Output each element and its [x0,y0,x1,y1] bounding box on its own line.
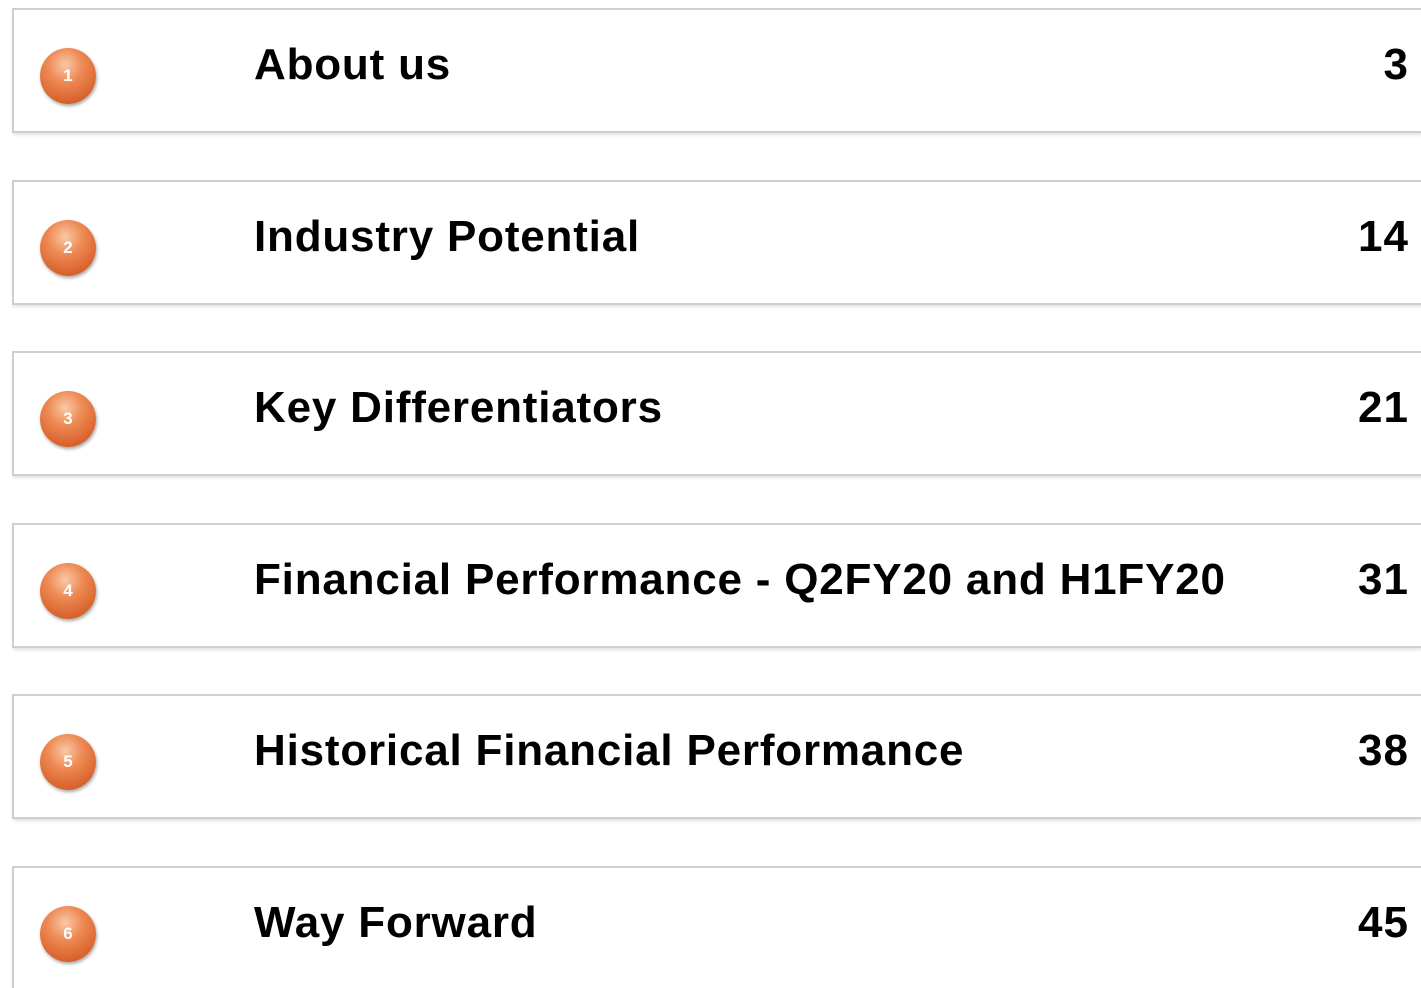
contents-row: 6 Way Forward 45 [12,866,1421,988]
section-number: 2 [40,219,96,276]
section-number: 5 [40,734,96,791]
contents-row: 3 Key Differentiators 21 [12,351,1421,477]
section-title: Industry Potential [254,211,640,261]
page-number: 45 [1358,898,1409,947]
page-number: 38 [1358,726,1409,776]
section-number: 1 [40,48,96,104]
section-title: Way Forward [254,898,538,947]
contents-row: 5 Historical Financial Performance 38 [12,694,1421,820]
contents-row: 4 Financial Performance - Q2FY20 and H1FY… [12,522,1421,648]
contents-row: 2 Industry Potential 14 [12,179,1421,305]
section-number: 6 [40,906,96,962]
section-number: 4 [40,562,96,619]
page-number: 21 [1358,383,1409,433]
section-title: Historical Financial Performance [254,726,965,776]
contents-row: 1 About us 3 [12,8,1421,133]
page-number: 3 [1383,40,1409,89]
page-number: 14 [1358,211,1409,261]
section-title: Key Differentiators [254,383,663,433]
section-title: Financial Performance - Q2FY20 and H1FY2… [254,554,1226,604]
section-title: About us [254,40,452,89]
page-number: 31 [1358,554,1409,604]
section-number: 3 [40,391,96,448]
